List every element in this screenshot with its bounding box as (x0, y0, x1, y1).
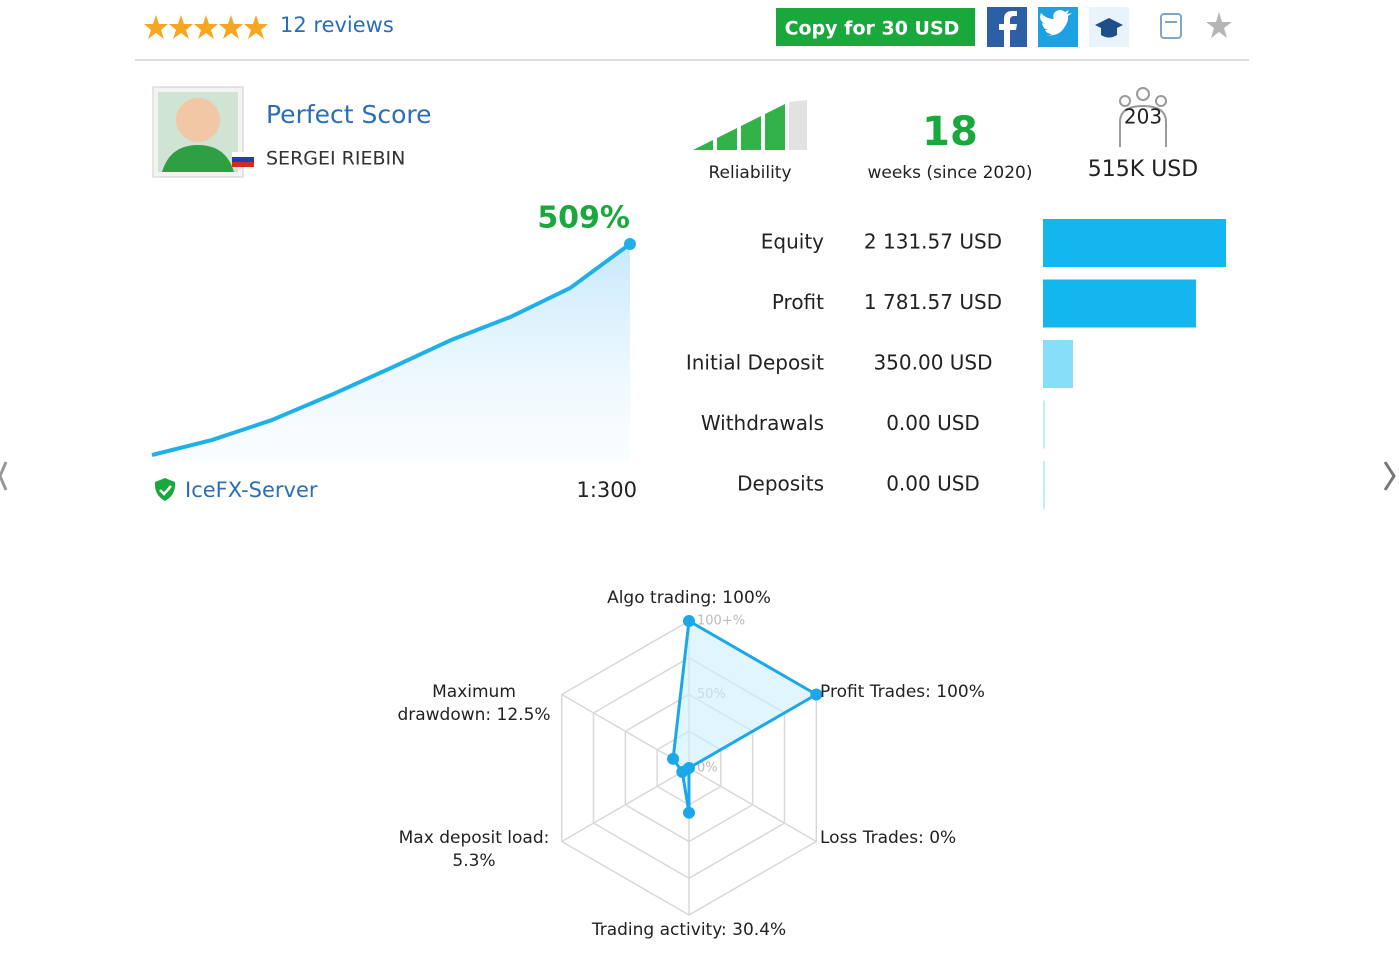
radar-point (810, 688, 823, 701)
radar-point (683, 615, 695, 627)
leverage: 1:300 (576, 478, 637, 502)
funds-amount: 515K USD (1088, 157, 1198, 182)
stat-value: 1 781.57 USD (864, 290, 1002, 314)
favorite-button[interactable] (1206, 12, 1232, 38)
server-name[interactable]: IceFX-Server (185, 478, 318, 502)
stars (144, 15, 268, 39)
facebook-button[interactable] (987, 7, 1027, 47)
stat-label: Withdrawals (701, 411, 824, 435)
stat-bar (1043, 340, 1074, 388)
weeks-label: weeks (since 2020) (867, 163, 1032, 183)
verified-check (159, 485, 172, 496)
reliability-icon (693, 100, 807, 150)
stat-label: Deposits (737, 472, 824, 496)
growth-area (152, 244, 630, 462)
stat-label: Equity (761, 230, 824, 254)
radar-spoke (561, 693, 690, 769)
radar-axis-label: drawdown: 12.5% (397, 705, 550, 725)
radar-point (676, 765, 689, 778)
subscribe-button[interactable] (1160, 13, 1182, 39)
reviews-link[interactable]: 12 reviews (280, 13, 394, 37)
radar-point (683, 806, 695, 819)
education-button[interactable] (1089, 7, 1129, 47)
growth-end-point (624, 238, 636, 250)
radar-axis-label: Max deposit load: (399, 828, 550, 848)
stats-table: Equity 2 131.57 USD Profit 1 781.57 USD Init… (686, 219, 1226, 509)
stat-label: Profit (772, 290, 824, 314)
growth-line (151, 242, 632, 457)
radar-area (671, 619, 818, 815)
stat-value: 0.00 USD (886, 411, 980, 435)
stat-value: 2 131.57 USD (864, 230, 1002, 254)
copy-button-label[interactable]: Copy for 30 USD (785, 18, 960, 40)
stat-value: 0.00 USD (886, 472, 980, 496)
subscribers-count: 203 (1124, 105, 1162, 129)
prev-arrow[interactable] (0, 461, 8, 491)
author-name[interactable]: SERGEI RIEBIN (266, 148, 405, 170)
radar-axis-label: Profit Trades: 100% (820, 682, 985, 702)
radar-axis-label: Trading activity: 30.4% (591, 920, 786, 940)
radar-spoke (561, 767, 690, 843)
growth-chart: 509% (151, 201, 636, 462)
twitter-button[interactable] (1038, 7, 1078, 47)
radar-axis-label: Loss Trades: 0% (820, 828, 956, 848)
next-arrow[interactable] (1383, 461, 1396, 491)
radar-tick-label: 100+% (697, 614, 745, 629)
radar-point (667, 752, 680, 765)
growth-end-label: 509% (537, 201, 630, 236)
stat-label: Initial Deposit (686, 351, 824, 375)
stat-bar (1043, 279, 1196, 328)
verified-icon (154, 478, 176, 501)
radar-tick-label: 0% (697, 761, 718, 776)
signal-name[interactable]: Perfect Score (266, 100, 432, 129)
avatar (152, 86, 254, 178)
radar-axis-label: Maximum (432, 682, 516, 702)
radar-axis-label: Algo trading: 100% (607, 588, 771, 608)
radar-chart: 100+%50%0%Algo trading: 100%Profit Trade… (397, 588, 984, 940)
radar-spoke (688, 767, 817, 843)
copy-button[interactable] (776, 8, 975, 46)
stat-bar (1043, 219, 1226, 267)
subscribers-icon (1119, 87, 1167, 147)
weeks-count: 18 (922, 109, 978, 155)
radar-axis-label: 5.3% (452, 851, 495, 871)
reliability-label: Reliability (708, 163, 791, 183)
stat-value: 350.00 USD (873, 351, 992, 375)
